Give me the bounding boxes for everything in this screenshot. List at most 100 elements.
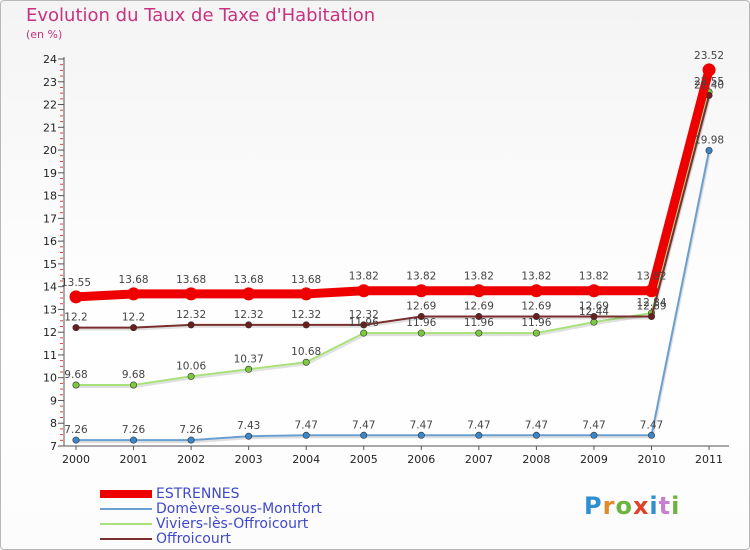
data-point-domevre-sous-montfort [187, 436, 195, 444]
series-shadow-viviers-les-offroicourt [77, 93, 712, 388]
data-point-estrennes [645, 284, 658, 298]
data-label-domevre-sous-montfort: 7.47 [525, 419, 548, 431]
legend-label-offroicourt: Offroicourt [156, 530, 231, 547]
data-point-offroicourt [647, 312, 655, 320]
unit-label: (en %) [26, 28, 63, 41]
data-point-offroicourt [72, 324, 80, 332]
data-point-domevre-sous-montfort [532, 431, 540, 439]
data-point-estrennes [472, 284, 486, 298]
data-label-offroicourt: 22.40 [694, 79, 724, 91]
legend-label-viviers: Viviers-lès-Offroicourt [156, 515, 309, 532]
data-point-viviers-les-offroicourt [72, 381, 80, 389]
data-label-estrennes: 13.68 [234, 274, 264, 286]
data-point-estrennes [529, 284, 543, 298]
series-line-offroicourt [75, 94, 711, 329]
x-tick-label: 2007 [465, 453, 493, 466]
series-line-estrennes [71, 65, 714, 302]
data-point-domevre-sous-montfort [245, 432, 253, 440]
data-label-domevre-sous-montfort: 7.47 [295, 419, 318, 431]
y-tick-label: 24 [43, 53, 57, 66]
legend-swatch-viviers [100, 522, 152, 525]
data-point-offroicourt [590, 312, 598, 320]
data-label-domevre-sous-montfort: 7.47 [352, 419, 375, 431]
x-tick-label: 2000 [62, 453, 90, 466]
logo-letter: o [615, 492, 633, 520]
x-tick-label: 2005 [350, 453, 378, 466]
data-point-estrennes [587, 284, 601, 298]
data-label-viviers-les-offroicourt: 22.55 [694, 76, 724, 88]
data-point-viviers-les-offroicourt [245, 365, 253, 373]
x-tick-label: 2008 [522, 453, 550, 466]
data-label-domevre-sous-montfort: 7.47 [410, 419, 433, 431]
data-point-estrennes [357, 284, 371, 298]
data-label-domevre-sous-montfort: 7.26 [122, 424, 146, 436]
data-label-offroicourt: 12.69 [579, 300, 609, 312]
data-point-estrennes [414, 284, 428, 298]
y-tick-label: 10 [43, 372, 57, 385]
data-label-estrennes: 13.68 [119, 274, 149, 286]
legend-label-estrennes: ESTRENNES [156, 485, 240, 502]
data-label-estrennes: 13.82 [464, 271, 494, 283]
logo-letter: i [671, 492, 681, 520]
data-point-offroicourt [245, 321, 253, 329]
legend-swatch-estrennes [100, 489, 152, 498]
data-point-offroicourt [302, 321, 310, 329]
data-label-estrennes: 13.68 [291, 274, 321, 286]
data-point-viviers-les-offroicourt [360, 329, 368, 337]
data-point-viviers-les-offroicourt [187, 372, 195, 380]
data-label-offroicourt: 12.32 [176, 309, 206, 321]
data-label-domevre-sous-montfort: 7.47 [640, 419, 663, 431]
proxiti-logo: Proxiti [584, 492, 680, 520]
x-tick-label: 2003 [235, 453, 263, 466]
legend-item-estrennes: ESTRENNES [100, 485, 240, 502]
data-point-estrennes [127, 287, 141, 301]
x-tick-label: 2004 [292, 453, 320, 466]
data-point-viviers-les-offroicourt [475, 329, 483, 337]
data-point-viviers-les-offroicourt [532, 329, 540, 337]
data-label-estrennes: 23.52 [694, 50, 724, 62]
data-label-viviers-les-offroicourt: 9.68 [64, 369, 87, 381]
y-tick-label: 18 [43, 190, 57, 203]
legend-label-domevre: Domèvre-sous-Montfort [156, 500, 322, 517]
data-point-domevre-sous-montfort [705, 147, 713, 155]
data-point-estrennes [702, 63, 716, 77]
y-tick-label: 14 [43, 281, 57, 294]
y-tick-label: 15 [43, 258, 57, 271]
data-label-offroicourt: 12.32 [234, 309, 264, 321]
data-point-offroicourt [130, 324, 138, 332]
legend-swatch-offroicourt [100, 537, 152, 540]
data-label-domevre-sous-montfort: 7.47 [582, 419, 605, 431]
data-point-estrennes [69, 290, 83, 304]
data-label-viviers-les-offroicourt: 11.96 [349, 317, 379, 329]
data-point-viviers-les-offroicourt [130, 381, 138, 389]
legend-swatch-domevre [100, 507, 152, 510]
y-tick-label: 8 [50, 417, 57, 430]
data-label-estrennes: 13.82 [349, 271, 379, 283]
data-point-offroicourt [475, 312, 483, 320]
data-label-domevre-sous-montfort: 19.98 [694, 135, 724, 147]
y-tick-label: 9 [50, 394, 57, 407]
x-tick-label: 2011 [695, 453, 723, 466]
y-tick-label: 20 [43, 144, 57, 157]
x-tick-label: 2006 [407, 453, 435, 466]
data-label-viviers-les-offroicourt: 11.96 [521, 317, 551, 329]
data-label-offroicourt: 12.69 [406, 300, 436, 312]
y-tick-label: 11 [43, 349, 57, 362]
data-point-domevre-sous-montfort [360, 431, 368, 439]
series-line-domevre-sous-montfort [75, 149, 711, 442]
data-label-estrennes: 13.55 [61, 277, 91, 289]
data-point-domevre-sous-montfort [130, 436, 138, 444]
data-label-estrennes: 13.82 [579, 271, 609, 283]
chart-title: Evolution du Taux de Taxe d'Habitation [26, 5, 376, 26]
data-label-offroicourt: 12.69 [464, 300, 494, 312]
data-point-estrennes [242, 287, 256, 301]
x-tick-label: 2010 [638, 453, 666, 466]
data-label-offroicourt: 12.32 [349, 309, 379, 321]
x-tick-label: 2002 [177, 453, 205, 466]
logo-letter: i [649, 492, 659, 520]
data-label-viviers-les-offroicourt: 10.68 [291, 346, 321, 358]
logo-letter: t [658, 492, 672, 520]
data-point-domevre-sous-montfort [475, 431, 483, 439]
